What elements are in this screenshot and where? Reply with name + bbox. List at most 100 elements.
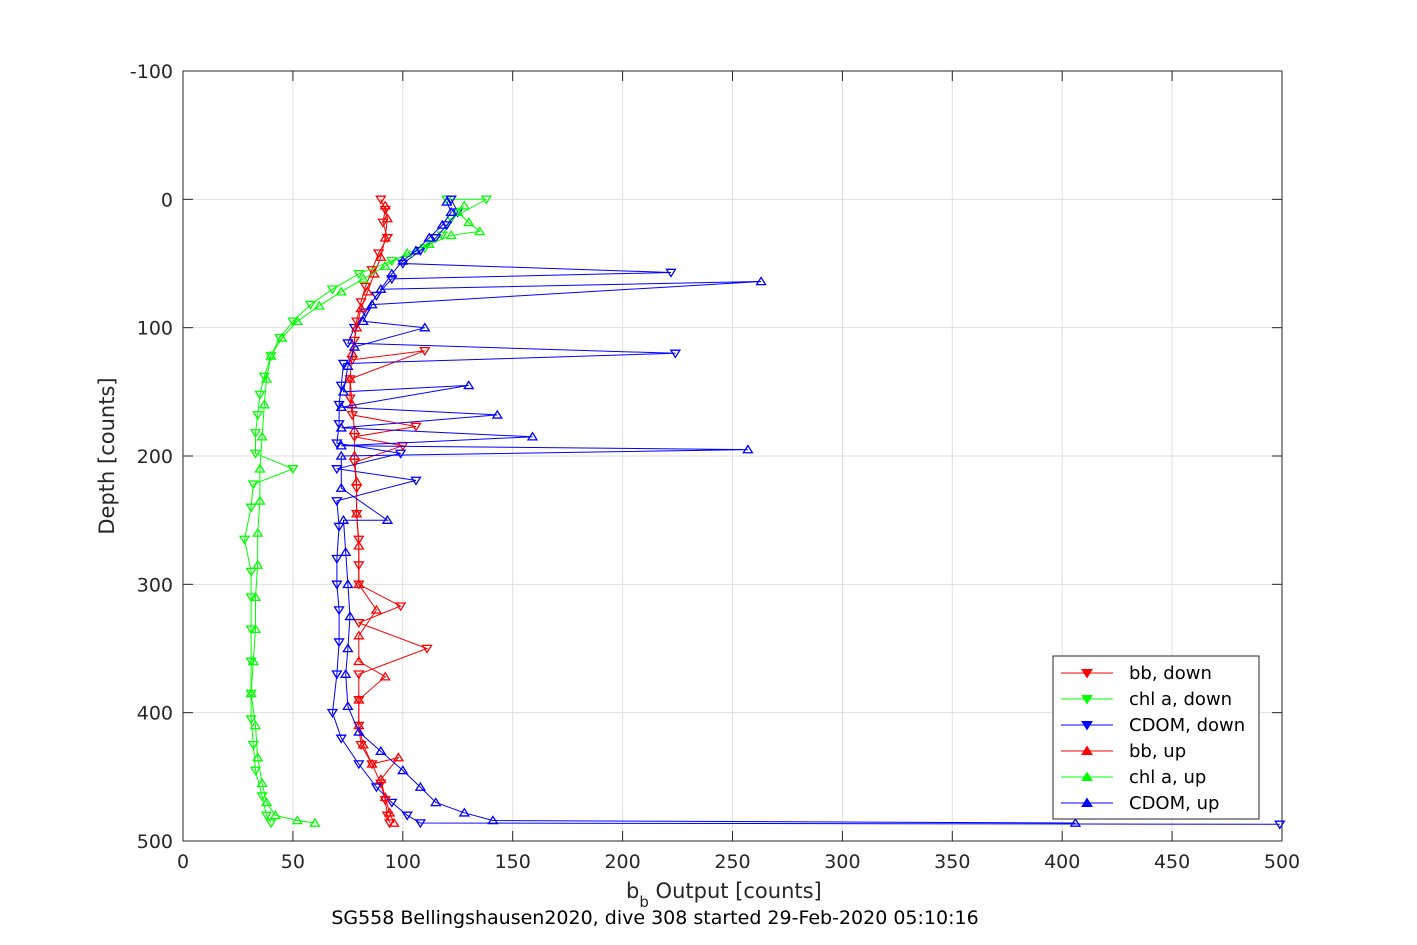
data-point: [331, 580, 343, 590]
data-point: [463, 380, 475, 390]
x-axis-label: bb Output [counts]: [626, 879, 822, 911]
data-point: [249, 720, 262, 730]
data-point: [386, 268, 398, 278]
data-point: [291, 315, 303, 326]
data-point: [350, 476, 363, 486]
series-line: [340, 201, 1076, 824]
data-point: [309, 817, 321, 827]
data-point: [375, 283, 387, 293]
data-point: [419, 346, 431, 357]
data-point: [491, 409, 503, 419]
data-point: [353, 670, 365, 680]
data-point: [366, 299, 378, 309]
legend-box: [1052, 655, 1260, 820]
data-point: [249, 623, 262, 634]
data-point: [379, 792, 391, 802]
data-point: [335, 734, 347, 744]
data-point: [353, 726, 365, 736]
data-point: [526, 431, 539, 441]
data-point: [342, 643, 354, 653]
data-point: [291, 815, 303, 825]
data-point: [410, 476, 422, 486]
data-point: [254, 390, 266, 400]
data-point: [331, 497, 343, 507]
data-point: [423, 238, 435, 249]
data-point: [353, 630, 365, 640]
data-point: [331, 554, 343, 564]
data-point: [333, 638, 345, 648]
data-point: [333, 606, 345, 616]
data-point: [665, 268, 677, 278]
data-point: [386, 275, 398, 285]
data-point: [458, 200, 471, 210]
data-point: [346, 348, 358, 358]
data-point: [249, 766, 262, 776]
series-3: [344, 200, 405, 827]
data-point: [245, 688, 257, 698]
data-point: [238, 535, 251, 545]
data-point: [375, 251, 387, 261]
data-point: [260, 797, 273, 807]
data-point: [350, 508, 363, 518]
data-point: [346, 411, 358, 421]
data-point: [344, 394, 356, 404]
data-point: [269, 810, 281, 820]
data-point: [245, 715, 257, 725]
data-point: [335, 440, 347, 450]
data-point: [342, 339, 354, 349]
data-point: [1069, 817, 1082, 827]
data-point: [392, 752, 405, 762]
data-point: [480, 195, 492, 205]
data-point: [331, 439, 343, 449]
data-point: [287, 465, 299, 475]
data-point: [254, 463, 266, 473]
legend-label: bb, up: [1129, 741, 1186, 762]
legend-marker: [1081, 771, 1093, 781]
data-point: [353, 619, 365, 629]
data-point: [276, 332, 288, 342]
series-2: [326, 195, 1286, 830]
data-point: [414, 781, 427, 791]
data-point: [337, 359, 350, 369]
data-point: [342, 360, 354, 370]
legend-label: CDOM, down: [1129, 715, 1245, 736]
data-point: [335, 482, 347, 492]
x-tick-label: 450: [1154, 851, 1190, 873]
data-point: [348, 425, 361, 435]
legend-label: chl a, up: [1129, 767, 1206, 788]
data-point: [375, 745, 387, 755]
data-point: [458, 807, 471, 817]
data-point: [335, 381, 347, 391]
data-point: [755, 276, 767, 286]
series-line: [331, 199, 1280, 825]
data-point: [249, 591, 262, 601]
series-line: [243, 198, 487, 824]
data-point: [247, 740, 260, 751]
data-point: [375, 195, 387, 205]
data-point: [401, 811, 413, 821]
data-point: [452, 206, 464, 216]
data-point: [445, 229, 457, 240]
data-point: [333, 400, 345, 410]
y-tick-label: 300: [137, 574, 173, 596]
x-tick-label: 300: [824, 851, 860, 873]
legend-label: bb, down: [1129, 663, 1212, 684]
x-tick-label: 150: [495, 851, 531, 873]
y-tick-label: 100: [137, 318, 173, 340]
series-5: [335, 196, 1082, 827]
data-point: [265, 350, 277, 360]
data-point: [348, 341, 361, 351]
data-point: [353, 656, 365, 666]
y-axis-label: Depth [counts]: [95, 377, 119, 534]
y-tick-label: 0: [161, 189, 173, 211]
x-axis-label-subscript: b: [639, 893, 649, 911]
data-point: [357, 315, 369, 326]
data-point: [335, 450, 347, 460]
legend-marker: [1081, 721, 1093, 731]
data-point: [401, 247, 413, 258]
data-point: [252, 527, 264, 537]
x-tick-label: 350: [934, 851, 970, 873]
data-point: [256, 792, 268, 802]
data-point: [445, 206, 457, 216]
data-point: [245, 567, 257, 577]
